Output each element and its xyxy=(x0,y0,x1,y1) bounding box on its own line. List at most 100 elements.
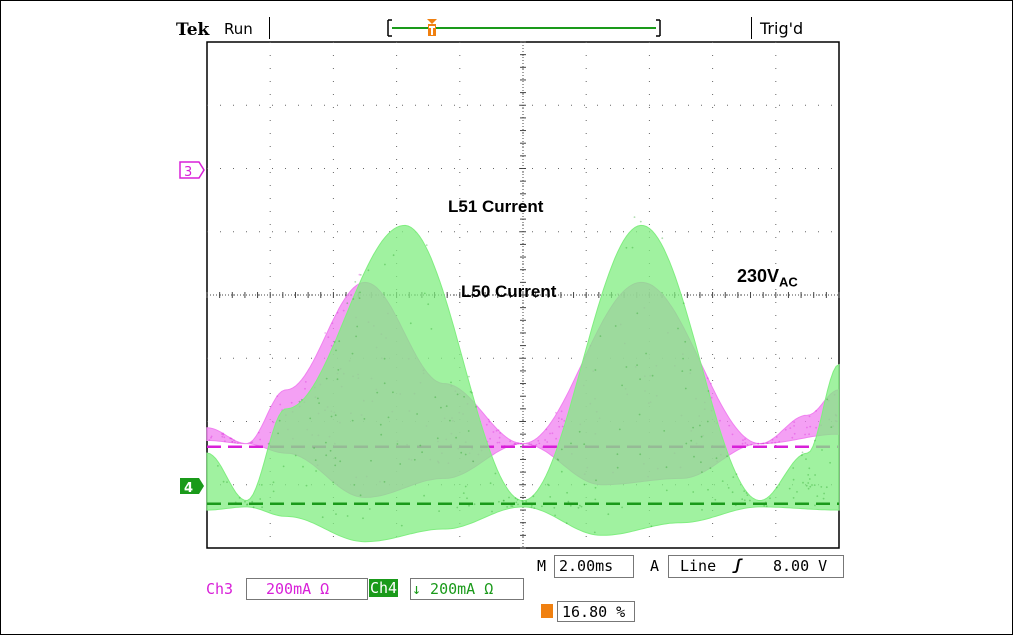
trace-sample-ch4 xyxy=(652,375,654,377)
trace-sample-ch3 xyxy=(514,443,516,445)
trace-sample-ch3 xyxy=(488,419,490,421)
trace-sample-ch4 xyxy=(714,499,716,501)
trace-sample-ch3 xyxy=(772,439,774,441)
trace-sample-ch4 xyxy=(244,501,246,503)
trace-sample-ch4 xyxy=(811,484,813,486)
trace-sample-ch4 xyxy=(769,497,771,499)
trace-sample-ch3 xyxy=(563,420,565,422)
trace-sample-ch4 xyxy=(495,473,497,475)
trace-sample-ch4 xyxy=(595,369,597,371)
trace-sample-ch3 xyxy=(771,442,773,444)
trace-sample-ch4 xyxy=(355,336,357,338)
trace-sample-ch4 xyxy=(334,341,336,343)
trace-sample-ch4 xyxy=(808,488,810,490)
trace-sample-ch3 xyxy=(793,421,795,423)
trace-sample-ch4 xyxy=(325,454,327,456)
trace-sample-ch4 xyxy=(359,297,361,299)
trace-sample-ch4 xyxy=(776,487,778,489)
trace-sample-ch4 xyxy=(584,484,586,486)
trace-sample-ch4 xyxy=(364,418,366,420)
trace-sample-ch4 xyxy=(807,482,809,484)
trace-sample-ch3 xyxy=(517,442,519,444)
trace-sample-ch4 xyxy=(594,499,596,501)
trace-sample-ch4 xyxy=(332,482,334,484)
trace-sample-ch4 xyxy=(334,465,336,467)
trace-sample-ch4 xyxy=(273,481,275,483)
trace-sample-ch4 xyxy=(663,430,665,432)
trace-sample-ch4 xyxy=(741,498,743,500)
trace-sample-ch4 xyxy=(814,484,816,486)
trace-sample-ch3 xyxy=(305,381,307,383)
ch3-scale: 200mA Ω xyxy=(266,580,329,598)
trace-sample-ch4 xyxy=(337,369,339,371)
trace-sample-ch4 xyxy=(465,486,467,488)
trace-sample-ch4 xyxy=(468,430,470,432)
trace-sample-ch4 xyxy=(749,500,751,502)
trace-sample-ch4 xyxy=(766,505,768,507)
trace-sample-ch4 xyxy=(809,486,811,488)
trace-sample-ch4 xyxy=(732,491,734,493)
trace-sample-ch4 xyxy=(392,391,394,393)
voltage-subscript: AC xyxy=(779,275,798,290)
l51-current-label: L51 Current xyxy=(448,197,543,217)
trace-sample-ch3 xyxy=(210,437,212,439)
trace-sample-ch4 xyxy=(701,509,703,511)
trace-sample-ch4 xyxy=(239,497,241,499)
trace-sample-ch4 xyxy=(463,396,465,398)
trace-sample-ch4 xyxy=(693,456,695,458)
trace-sample-ch4 xyxy=(468,376,470,378)
trace-sample-ch4 xyxy=(517,504,519,506)
trace-sample-ch4 xyxy=(661,237,663,239)
trace-sample-ch4 xyxy=(634,216,636,218)
trace-sample-ch4 xyxy=(636,312,638,314)
trace-sample-ch4 xyxy=(463,492,465,494)
trigger-position-icon xyxy=(541,604,553,618)
trace-sample-ch4 xyxy=(707,489,709,491)
trace-sample-ch3 xyxy=(530,443,532,445)
voltage-main: 230V xyxy=(737,266,779,286)
trace-sample-ch4 xyxy=(793,479,795,481)
trace-sample-ch4 xyxy=(437,437,439,439)
trace-sample-ch4 xyxy=(384,382,386,384)
trace-sample-ch4 xyxy=(806,485,808,487)
trace-sample-ch3 xyxy=(250,442,252,444)
trace-sample-ch4 xyxy=(736,473,738,475)
ch3-marker-label: 3 xyxy=(184,165,192,180)
trace-sample-ch4 xyxy=(455,437,457,439)
trace-sample-ch4 xyxy=(692,427,694,429)
trace-sample-ch4 xyxy=(746,492,748,494)
trace-sample-ch4 xyxy=(315,470,317,472)
trace-sample-ch3 xyxy=(331,345,333,347)
trace-sample-ch3 xyxy=(728,425,730,427)
trace-sample-ch4 xyxy=(335,513,337,515)
trace-sample-ch4 xyxy=(384,481,386,483)
trace-sample-ch4 xyxy=(636,364,638,366)
trace-sample-ch4 xyxy=(690,440,692,442)
trace-sample-ch4 xyxy=(570,505,572,507)
trace-sample-ch3 xyxy=(544,439,546,441)
trace-sample-ch4 xyxy=(362,517,364,519)
timebase-prefix: M xyxy=(537,557,546,575)
trigger-slope-icon: ʃ xyxy=(733,556,742,574)
trace-sample-ch4 xyxy=(820,486,822,488)
trace-sample-ch3 xyxy=(757,443,759,445)
trace-sample-ch4 xyxy=(309,418,311,420)
trace-sample-ch4 xyxy=(823,498,825,500)
trace-sample-ch3 xyxy=(497,442,499,444)
trace-sample-ch3 xyxy=(259,439,261,441)
trace-sample-ch4 xyxy=(626,247,628,249)
timebase-value: 2.00ms xyxy=(559,557,613,575)
trace-sample-ch4 xyxy=(438,510,440,512)
trace-sample-ch4 xyxy=(401,525,403,527)
trace-sample-ch4 xyxy=(683,302,685,304)
trace-sample-ch4 xyxy=(830,426,832,428)
trace-sample-ch4 xyxy=(685,388,687,390)
trace-sample-ch3 xyxy=(536,444,538,446)
trace-sample-ch3 xyxy=(273,421,275,423)
trace-sample-ch4 xyxy=(583,443,585,445)
trace-sample-ch3 xyxy=(488,421,490,423)
trace-sample-ch3 xyxy=(794,433,796,435)
trace-sample-ch4 xyxy=(666,466,668,468)
trace-sample-ch3 xyxy=(767,442,769,444)
trace-sample-ch4 xyxy=(722,480,724,482)
